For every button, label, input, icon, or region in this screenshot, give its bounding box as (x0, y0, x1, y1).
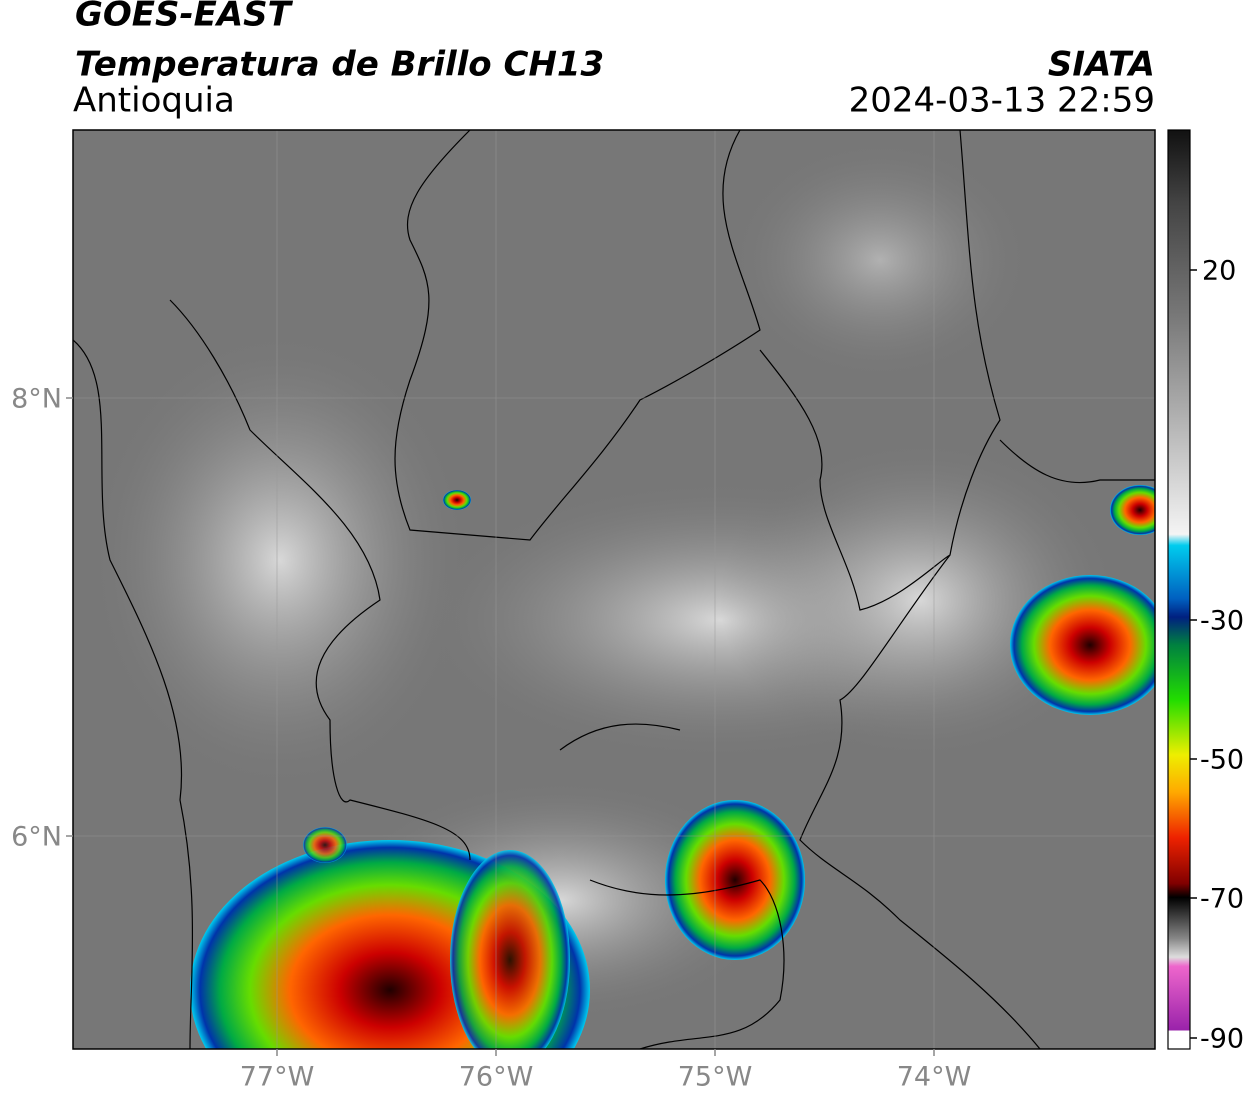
graticule (73, 130, 1155, 1049)
colorbar-label: -90 (1200, 1024, 1244, 1055)
colorbar-label: -30 (1200, 606, 1244, 637)
subtitle: Temperatura de Brillo CH13 (75, 45, 604, 85)
title: GOES-EAST (75, 0, 294, 35)
colorbar-label: -70 (1200, 884, 1244, 915)
map-frame (72, 129, 1156, 1050)
lon-label: 74°W (897, 1062, 972, 1093)
axis-ticks (66, 397, 935, 1056)
colorbar-label: -50 (1200, 745, 1244, 776)
lon-label: 76°W (459, 1062, 534, 1093)
lon-label: 75°W (678, 1062, 753, 1093)
source: SIATA (1048, 45, 1155, 85)
colorbar-label: 20 (1202, 256, 1236, 287)
colorbar (1167, 129, 1191, 1050)
lat-label: 8°N (11, 384, 62, 415)
region: Antioquia (73, 81, 235, 121)
colorbar-ticks (1190, 269, 1197, 1039)
datetime: 2024-03-13 22:59 (849, 81, 1155, 121)
satellite-image (73, 130, 1155, 1049)
lat-label: 6°N (11, 822, 62, 853)
borders (73, 130, 1155, 1049)
lon-label: 77°W (240, 1062, 315, 1093)
